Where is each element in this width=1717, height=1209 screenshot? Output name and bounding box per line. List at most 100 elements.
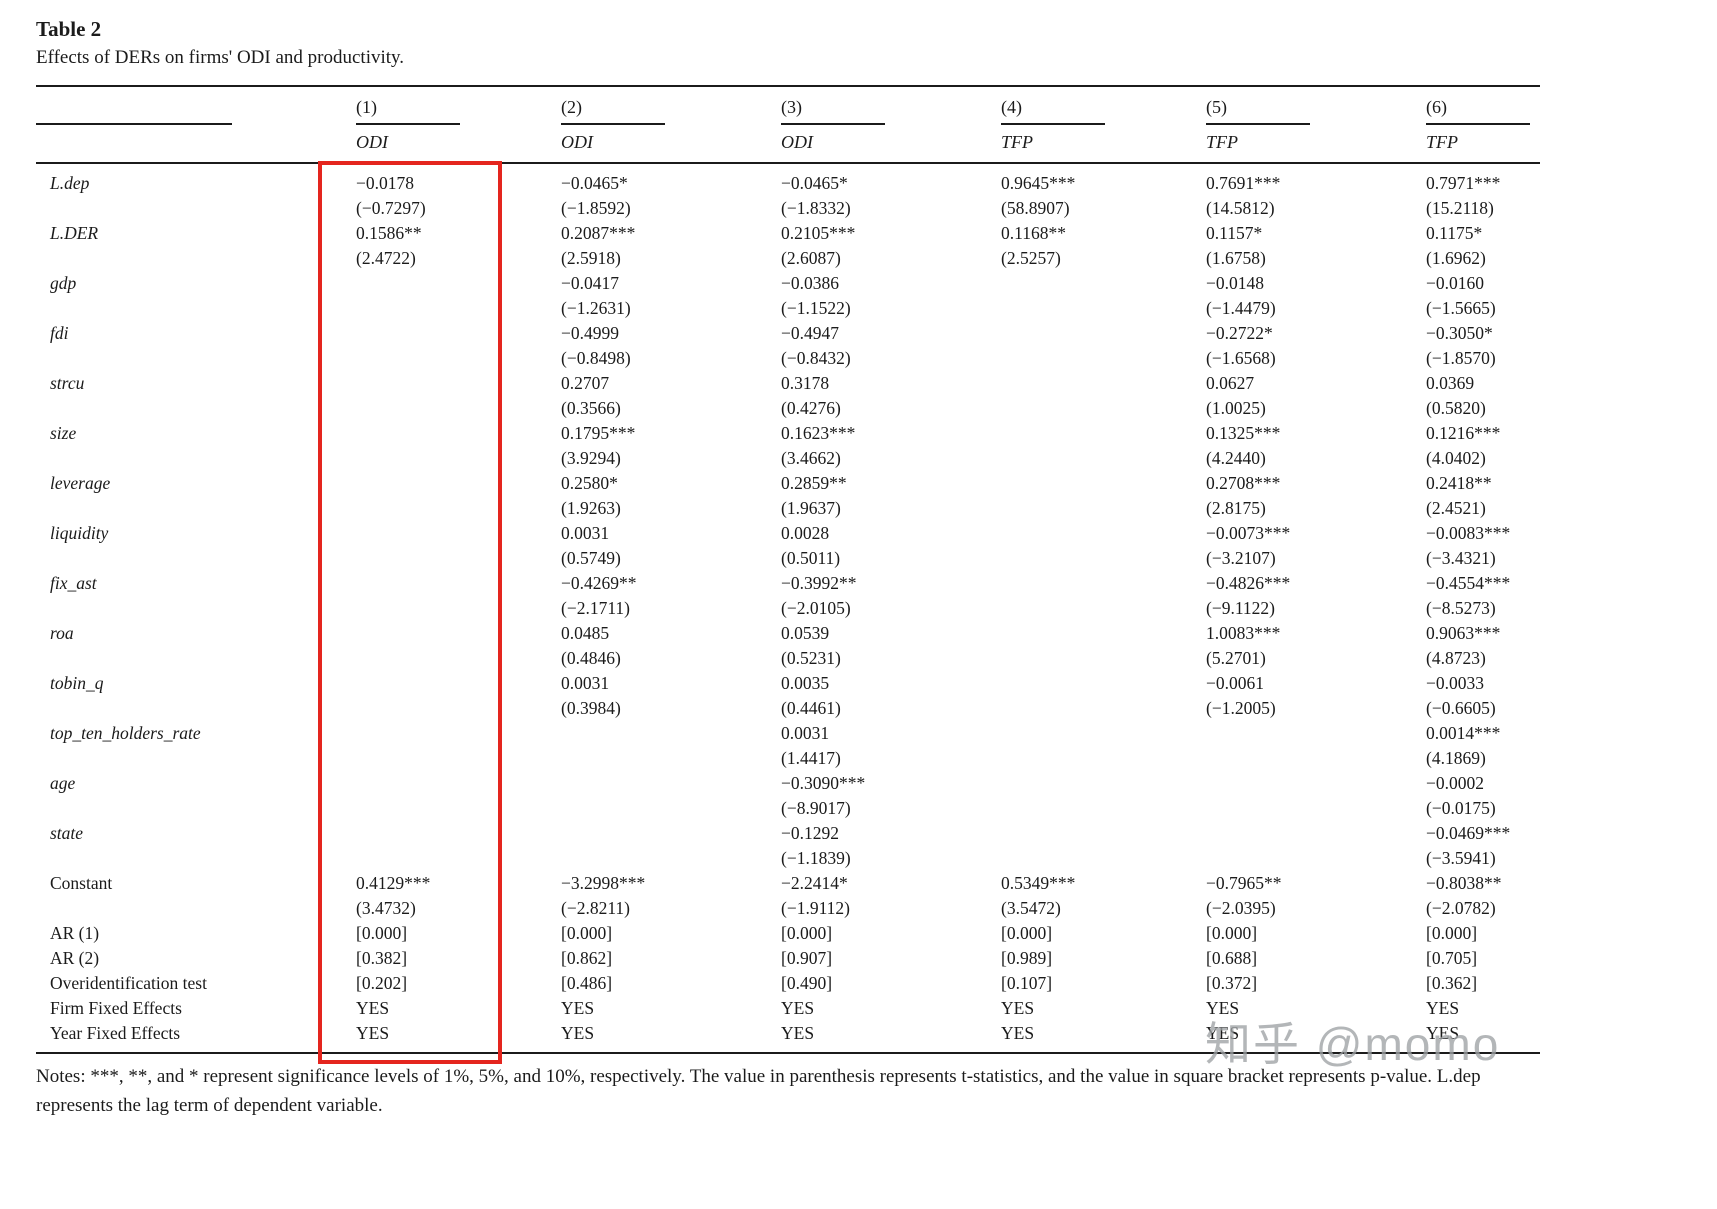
column-number-cell: (6) xyxy=(1426,86,1540,125)
coefficient-cell: 0.0627 xyxy=(1206,373,1255,393)
stat-row: Firm Fixed Effects YES YES YES YES YES YES xyxy=(36,996,1540,1021)
tstat-cell xyxy=(1001,346,1206,371)
stat-cell: [0.362] xyxy=(1426,973,1478,993)
coefficient-cell xyxy=(356,721,561,746)
dependent-variable-row: ODI ODI ODI TFP TFP TFP xyxy=(36,125,1540,164)
tstat-cell: (−0.0175) xyxy=(1426,798,1496,818)
tstat-cell: (4.2440) xyxy=(1206,448,1266,468)
tstat-cell: (−3.4321) xyxy=(1426,548,1496,568)
coefficient-cell: −0.0083*** xyxy=(1426,523,1511,543)
coefficient-row: age −0.3090*** −0.0002 xyxy=(36,771,1540,796)
table-label: Table 2 xyxy=(36,17,102,41)
column-number: (6) xyxy=(1426,97,1530,125)
tstat-cell: (−2.0395) xyxy=(1206,898,1276,918)
table-body: L.dep −0.0178 −0.0465* −0.0465* 0.9645*** 0.7… xyxy=(36,163,1540,1053)
coefficient-cell: 0.0539 xyxy=(781,623,830,643)
variable-label: Constant xyxy=(50,873,113,893)
tstat-row: (−2.1711) (−2.0105) (−9.1122) (−8.5273) xyxy=(36,596,1540,621)
coefficient-cell: −0.0061 xyxy=(1206,673,1264,693)
coefficient-cell: −0.0148 xyxy=(1206,273,1264,293)
tstat-cell: (−1.6568) xyxy=(1206,348,1276,368)
tstat-cell: (1.6758) xyxy=(1206,248,1266,268)
stat-cell: [0.000] xyxy=(781,923,833,943)
stat-label: Year Fixed Effects xyxy=(50,1023,181,1043)
coefficient-cell: 0.1586** xyxy=(356,223,422,243)
tstat-cell: (−1.9112) xyxy=(781,898,851,918)
coefficient-cell: −0.3992** xyxy=(781,573,857,593)
coefficient-cell: 0.9063*** xyxy=(1426,623,1501,643)
tstat-cell: (1.6962) xyxy=(1426,248,1486,268)
variable-label-spacer xyxy=(36,196,356,221)
coefficient-cell xyxy=(1001,371,1206,396)
coefficient-row: size 0.1795*** 0.1623*** 0.1325*** 0.1216*** xyxy=(36,421,1540,446)
coefficient-cell xyxy=(1001,621,1206,646)
coefficient-cell: −2.2414* xyxy=(781,873,848,893)
variable-label-spacer xyxy=(36,346,356,371)
coefficient-cell: −0.8038** xyxy=(1426,873,1502,893)
coefficient-cell xyxy=(356,821,561,846)
coefficient-cell xyxy=(356,571,561,596)
variable-label: fdi xyxy=(50,323,69,343)
tstat-cell xyxy=(1001,846,1206,871)
stat-cell: YES xyxy=(356,998,390,1018)
tstat-cell: (0.5231) xyxy=(781,648,841,668)
tstat-cell: (−0.8498) xyxy=(561,348,631,368)
coefficient-cell: 0.0028 xyxy=(781,523,830,543)
tstat-cell xyxy=(356,546,561,571)
variable-label-spacer xyxy=(36,546,356,571)
variable-label-spacer xyxy=(36,846,356,871)
stub-cell xyxy=(36,125,356,164)
tstat-cell xyxy=(356,746,561,771)
coefficient-cell: 0.1175* xyxy=(1426,223,1483,243)
stat-cell: YES xyxy=(1001,998,1035,1018)
coefficient-cell: −0.1292 xyxy=(781,823,839,843)
table-notes: Notes: ***, **, and * represent signific… xyxy=(36,1066,1481,1116)
tstat-cell: (−1.8570) xyxy=(1426,348,1496,368)
variable-label: gdp xyxy=(50,273,77,293)
tstat-cell: (0.5820) xyxy=(1426,398,1486,418)
coefficient-cell xyxy=(1001,271,1206,296)
coefficient-cell xyxy=(1206,721,1426,746)
coefficient-cell: 0.4129*** xyxy=(356,873,431,893)
coefficient-cell: 0.7691*** xyxy=(1206,173,1281,193)
variable-label: L.DER xyxy=(50,223,99,243)
stat-cell: YES xyxy=(1426,1023,1460,1043)
tstat-cell: (14.5812) xyxy=(1206,198,1275,218)
dependent-variable-cell: ODI xyxy=(356,125,561,164)
tstat-cell: (0.4276) xyxy=(781,398,841,418)
coefficient-cell xyxy=(1001,721,1206,746)
coefficient-cell: 0.2859** xyxy=(781,473,847,493)
tstat-row: (−8.9017) (−0.0175) xyxy=(36,796,1540,821)
variable-label-spacer xyxy=(36,646,356,671)
column-number-cell: (2) xyxy=(561,86,781,125)
tstat-cell xyxy=(561,796,781,821)
variable-label: liquidity xyxy=(50,523,109,543)
dependent-variable-cell: ODI xyxy=(781,125,1001,164)
stat-row: Overidentification test [0.202] [0.486] [0.… xyxy=(36,971,1540,996)
coefficient-cell: −0.4947 xyxy=(781,323,839,343)
variable-label-spacer xyxy=(36,696,356,721)
coefficient-cell xyxy=(356,771,561,796)
tstat-row: (−1.1839) (−3.5941) xyxy=(36,846,1540,871)
tstat-cell xyxy=(356,346,561,371)
tstat-cell: (−3.5941) xyxy=(1426,848,1496,868)
coefficient-cell: −0.4999 xyxy=(561,323,619,343)
coefficient-cell xyxy=(1001,571,1206,596)
tstat-cell: (3.9294) xyxy=(561,448,621,468)
coefficient-cell: −0.0386 xyxy=(781,273,839,293)
tstat-cell xyxy=(1001,746,1206,771)
tstat-cell: (−0.7297) xyxy=(356,198,426,218)
tstat-cell: (58.8907) xyxy=(1001,198,1070,218)
tstat-row: (3.4732) (−2.8211) (−1.9112) (3.5472) (−2.03… xyxy=(36,896,1540,921)
stat-label: AR (2) xyxy=(50,948,100,968)
coefficient-cell: 0.1325*** xyxy=(1206,423,1281,443)
coefficient-cell: −0.3050* xyxy=(1426,323,1493,343)
coefficient-cell xyxy=(1001,471,1206,496)
coefficient-cell: 0.2105*** xyxy=(781,223,856,243)
coefficient-cell: −0.7965** xyxy=(1206,873,1282,893)
variable-label: strcu xyxy=(50,373,85,393)
coefficient-cell: −0.4826*** xyxy=(1206,573,1291,593)
stat-cell: [0.989] xyxy=(1001,948,1053,968)
stat-label: AR (1) xyxy=(50,923,100,943)
stat-cell: YES xyxy=(356,1023,390,1043)
